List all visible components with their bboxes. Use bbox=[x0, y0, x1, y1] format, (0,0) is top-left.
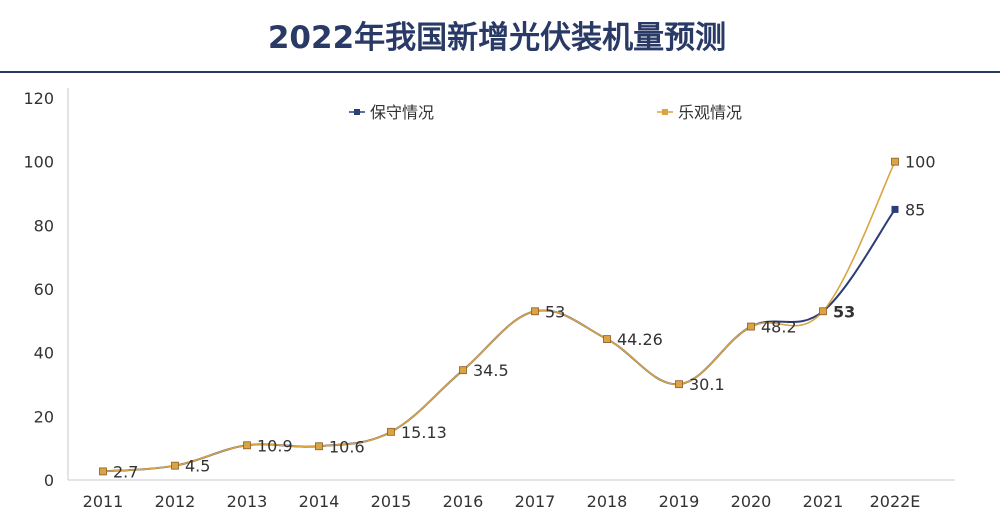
legend: 保守情况 乐观情况 bbox=[349, 103, 742, 122]
legend-label: 保守情况 bbox=[370, 103, 434, 122]
data-labels: 2.7 4.5 10.9 10.6 15.13 34.5 53 44.26 30.1 48.2 53… bbox=[113, 153, 936, 482]
data-label: 30.1 bbox=[689, 375, 725, 394]
point-marker bbox=[747, 322, 755, 331]
data-label: 2.7 bbox=[113, 462, 138, 481]
data-label: 48.2 bbox=[761, 318, 797, 337]
point-marker bbox=[891, 205, 899, 213]
x-tick-label: 2021 bbox=[803, 492, 844, 511]
y-tick-label: 120 bbox=[23, 89, 54, 108]
y-tick-label: 0 bbox=[44, 471, 54, 490]
point-marker bbox=[819, 307, 827, 316]
point-marker bbox=[171, 461, 179, 470]
y-tick-label: 60 bbox=[34, 280, 54, 299]
data-label: 34.5 bbox=[473, 361, 509, 380]
y-tick-label: 100 bbox=[23, 153, 54, 172]
x-tick-label: 2017 bbox=[515, 492, 556, 511]
point-marker bbox=[243, 441, 251, 450]
x-tick-label: 2016 bbox=[443, 492, 484, 511]
y-tick-label: 20 bbox=[34, 407, 54, 426]
data-label: 4.5 bbox=[185, 457, 210, 476]
x-tick-label: 2018 bbox=[587, 492, 628, 511]
legend-label: 乐观情况 bbox=[678, 103, 742, 122]
data-label: 44.26 bbox=[617, 330, 663, 349]
data-label: 53 bbox=[545, 302, 565, 321]
data-label: 100 bbox=[905, 153, 936, 172]
point-marker bbox=[531, 307, 539, 316]
point-marker bbox=[99, 467, 107, 476]
series-layer bbox=[99, 157, 899, 476]
y-tick-label: 40 bbox=[34, 344, 54, 363]
series-line-conservative bbox=[102, 208, 896, 473]
data-label: 15.13 bbox=[401, 423, 447, 442]
point-marker bbox=[387, 427, 395, 436]
point-marker bbox=[675, 380, 683, 389]
x-tick-label: 2013 bbox=[227, 492, 268, 511]
legend-marker bbox=[662, 109, 668, 115]
chart-title: 2022年我国新增光伏装机量预测 bbox=[268, 20, 726, 56]
point-marker bbox=[603, 335, 611, 344]
data-label: 85 bbox=[905, 200, 925, 219]
x-tick-label: 2014 bbox=[299, 492, 340, 511]
data-label: 53 bbox=[833, 302, 855, 321]
series-line-optimistic bbox=[102, 161, 896, 473]
data-label: 10.9 bbox=[257, 436, 293, 455]
y-tick-label: 80 bbox=[34, 216, 54, 235]
x-tick-label: 2011 bbox=[83, 492, 124, 511]
point-marker bbox=[891, 157, 899, 166]
point-marker bbox=[315, 442, 323, 451]
x-tick-label: 2020 bbox=[731, 492, 772, 511]
x-tick-label: 2019 bbox=[659, 492, 700, 511]
x-tick-label: 2015 bbox=[371, 492, 412, 511]
legend-marker bbox=[354, 109, 360, 115]
x-tick-label: 2022E bbox=[870, 492, 921, 511]
point-marker bbox=[459, 366, 467, 375]
x-tick-label: 2012 bbox=[155, 492, 196, 511]
data-label: 10.6 bbox=[329, 437, 365, 456]
chart-axes: 0 20 40 60 80 100 120 2011 2012 2013 2014 2015 2016 2… bbox=[23, 88, 955, 511]
